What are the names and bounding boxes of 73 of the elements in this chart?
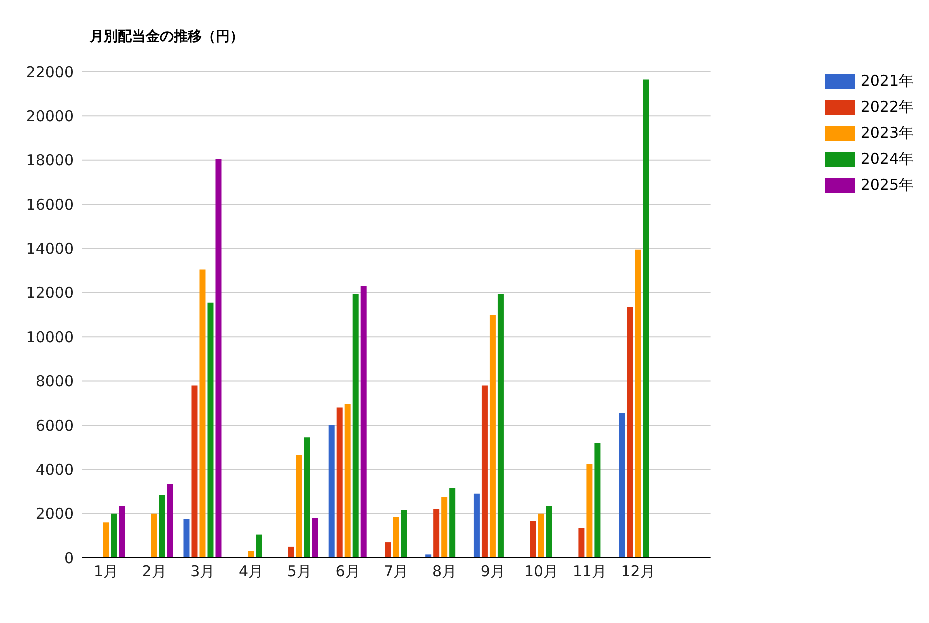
chart-title: 月別配当金の推移（円） xyxy=(90,28,244,46)
bar xyxy=(216,159,222,558)
bar xyxy=(498,294,504,558)
bar xyxy=(426,554,432,558)
bar xyxy=(442,497,448,558)
x-tick-label: 2月 xyxy=(142,562,167,581)
y-tick-label: 6000 xyxy=(36,416,74,435)
bar xyxy=(482,386,488,558)
bar xyxy=(151,514,158,558)
bar xyxy=(635,250,642,558)
bar xyxy=(296,455,302,558)
legend-label: 2022年 xyxy=(860,98,914,116)
y-tick-label: 2000 xyxy=(36,505,74,524)
bar xyxy=(328,425,335,558)
x-tick-label: 1月 xyxy=(94,562,118,581)
bar xyxy=(248,551,254,558)
bar xyxy=(352,294,359,558)
y-tick-label: 0 xyxy=(64,549,74,568)
legend-label: 2025年 xyxy=(860,176,914,194)
bar xyxy=(159,495,166,558)
bar xyxy=(401,510,408,558)
x-tick-label: 9月 xyxy=(480,562,506,581)
bar xyxy=(167,484,174,558)
y-tick-label: 22000 xyxy=(26,63,74,82)
y-tick-label: 8000 xyxy=(36,372,74,391)
bar xyxy=(594,443,601,558)
x-tick-label: 4月 xyxy=(239,562,264,581)
bar xyxy=(490,315,496,558)
bar xyxy=(578,528,585,558)
bar xyxy=(538,514,544,558)
bar xyxy=(312,518,318,558)
bar xyxy=(256,534,262,558)
x-tick-label: 8月 xyxy=(432,562,458,581)
y-tick-label: 10000 xyxy=(26,328,74,346)
bar xyxy=(393,517,400,558)
bar xyxy=(304,438,310,558)
x-tick-label: 11月 xyxy=(572,562,607,581)
y-tick-label: 16000 xyxy=(26,196,74,214)
x-tick-label: 7月 xyxy=(384,562,409,581)
x-tick-label: 5月 xyxy=(287,562,312,581)
bar xyxy=(619,413,626,558)
bar xyxy=(336,408,343,558)
bar xyxy=(643,80,650,558)
y-tick-label: 14000 xyxy=(26,240,74,258)
bar xyxy=(474,494,480,558)
bar xyxy=(192,386,198,558)
y-tick-label: 4000 xyxy=(36,460,74,479)
x-tick-label: 3月 xyxy=(190,562,216,581)
bar xyxy=(530,522,536,558)
bar xyxy=(119,506,125,558)
x-tick-label: 12月 xyxy=(621,562,656,581)
bar xyxy=(200,270,206,558)
bar xyxy=(111,514,117,558)
y-tick-label: 20000 xyxy=(26,108,74,126)
bar xyxy=(627,307,634,558)
legend-label: 2021年 xyxy=(860,72,914,90)
bar xyxy=(344,404,351,558)
x-tick-label: 10月 xyxy=(524,562,559,581)
bar xyxy=(385,542,392,558)
bar xyxy=(434,509,440,558)
bar xyxy=(184,519,190,558)
bar xyxy=(103,522,109,558)
bar xyxy=(208,302,214,558)
bar xyxy=(546,506,552,558)
bar xyxy=(450,488,456,558)
y-tick-label: 18000 xyxy=(26,152,74,170)
bar xyxy=(586,464,593,558)
bar xyxy=(288,546,294,558)
y-tick-label: 12000 xyxy=(26,284,74,302)
legend-label: 2024年 xyxy=(860,150,914,168)
x-tick-label: 6月 xyxy=(336,562,360,581)
legend-label: 2023年 xyxy=(860,124,914,142)
bar xyxy=(360,286,367,558)
